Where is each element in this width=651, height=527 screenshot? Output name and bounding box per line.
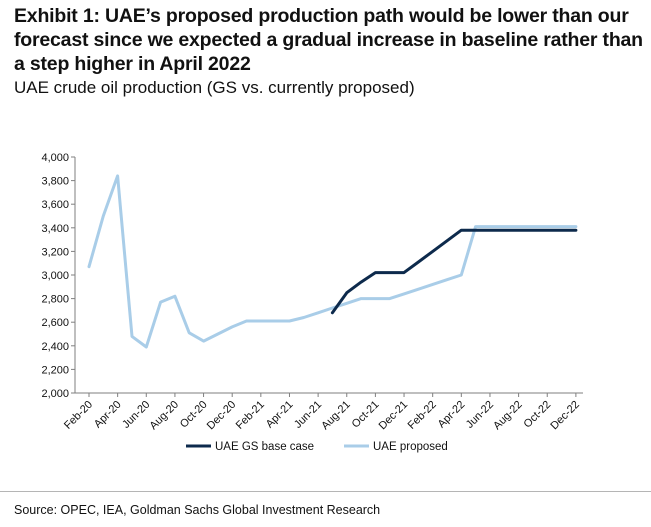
- y-tick-label: 3,800: [41, 176, 69, 188]
- y-tick-label: 4,000: [41, 152, 69, 164]
- x-axis: Feb-20Apr-20Jun-20Aug-20Oct-20Dec-20Feb-…: [62, 392, 583, 433]
- legend-label-gs-base-case: UAE GS base case: [215, 441, 314, 453]
- chart-subtitle: UAE crude oil production (GS vs. current…: [14, 78, 415, 97]
- y-tick-label: 2,600: [41, 317, 69, 329]
- y-tick-label: 3,600: [41, 199, 69, 211]
- legend: UAE GS base case UAE proposed: [186, 441, 448, 453]
- x-tick-label: Feb-20: [62, 399, 95, 432]
- y-tick-label: 3,000: [41, 270, 69, 282]
- x-tick-label: Jun-22: [464, 399, 496, 431]
- x-tick-label: Aug-22: [491, 399, 525, 433]
- x-tick-label: Apr-22: [436, 399, 468, 431]
- y-tick-label: 2,000: [41, 388, 69, 400]
- x-tick-label: Dec-21: [377, 399, 411, 433]
- series-line-gs-base-case: [330, 228, 578, 315]
- x-tick-label: Feb-22: [406, 399, 439, 432]
- y-tick-label: 2,400: [41, 341, 69, 353]
- x-tick-label: Apr-21: [264, 399, 296, 431]
- y-tick-label: 2,200: [41, 364, 69, 376]
- footer-divider: [0, 491, 651, 492]
- x-tick-label: Oct-21: [350, 399, 382, 431]
- y-tick-label: 2,800: [41, 294, 69, 306]
- y-tick-label: 3,400: [41, 223, 69, 235]
- x-tick-label: Dec-20: [205, 399, 239, 433]
- x-tick-label: Oct-22: [522, 399, 554, 431]
- legend-label-uae-proposed: UAE proposed: [373, 441, 448, 453]
- series-layer: [87, 174, 578, 349]
- y-tick-label: 3,200: [41, 246, 69, 258]
- x-tick-label: Jun-21: [292, 399, 324, 431]
- x-tick-label: Jun-20: [120, 399, 152, 431]
- x-tick-label: Aug-20: [147, 399, 181, 433]
- line-chart: 2,000 2,200 2,400 2,600 2,800 3,000 3,200 3,400…: [41, 152, 583, 453]
- x-tick-label: Feb-21: [234, 399, 267, 432]
- x-tick-label: Aug-21: [319, 399, 353, 433]
- source-note: Source: OPEC, IEA, Goldman Sachs Global …: [14, 503, 381, 517]
- y-axis: 2,000 2,200 2,400 2,600 2,800 3,000 3,200 3,400…: [41, 152, 76, 400]
- x-tick-label: Apr-20: [92, 399, 124, 431]
- x-tick-label: Dec-22: [548, 399, 582, 433]
- series-line-uae-proposed: [87, 174, 578, 349]
- x-tick-label: Oct-20: [178, 399, 210, 431]
- exhibit-title: Exhibit 1: UAE’s proposed production pat…: [14, 5, 643, 75]
